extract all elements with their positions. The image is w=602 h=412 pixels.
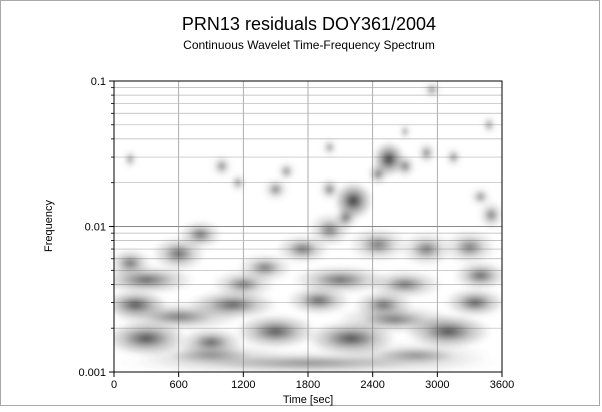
spectrum-blob <box>276 160 297 182</box>
spectrum-blob <box>291 265 389 295</box>
spectrum-heatmap <box>114 81 502 372</box>
spectrum-blob <box>320 137 339 158</box>
spectrum-blob <box>399 231 454 267</box>
x-tick-label: 3600 <box>490 379 514 391</box>
y-tick-label: 0.01 <box>85 222 106 234</box>
spectrum-blob <box>422 81 442 99</box>
spectrum-blob <box>178 327 244 357</box>
spectrum-blob <box>453 261 502 291</box>
x-tick-label: 0 <box>111 379 117 391</box>
spectrum-blob <box>333 206 358 230</box>
spectrum-blob <box>398 122 412 141</box>
spectrum-blob <box>347 227 409 263</box>
spectrum-blob <box>416 141 437 165</box>
spectrum-blob <box>234 313 317 349</box>
spectrum-blob <box>262 177 289 201</box>
y-tick-label: 0.001 <box>78 367 106 379</box>
spectrum-blob <box>442 229 497 265</box>
spectrum-blob <box>114 290 168 320</box>
spectrum-blob <box>444 288 502 318</box>
x-tick-label: 3000 <box>425 379 449 391</box>
spectrum-blob <box>367 269 443 299</box>
x-tick-label: 1800 <box>296 379 320 391</box>
spectrum-blob <box>394 154 416 178</box>
spectrum-blob <box>122 149 138 170</box>
y-tick-label: 0.1 <box>91 76 106 88</box>
spectrum-blob <box>478 200 502 230</box>
spectrum-blob <box>178 220 222 250</box>
spectrum-blob <box>236 253 293 283</box>
spectrum-blob <box>367 162 389 186</box>
spectrum-blob <box>481 114 497 135</box>
chart-subtitle: Continuous Wavelet Time-Frequency Spectr… <box>183 38 435 52</box>
spectrum-blob <box>211 154 233 178</box>
x-axis-label: Time [sec] <box>283 394 333 406</box>
spectrum-blob <box>114 248 152 278</box>
y-axis-label: Frequency <box>43 200 55 252</box>
x-tick-label: 600 <box>169 379 187 391</box>
spectrum-blob <box>469 186 492 207</box>
spectrum-blob <box>229 172 247 193</box>
spectrum-blob <box>444 146 463 168</box>
chart-title: PRN13 residuals DOY361/2004 <box>182 14 436 34</box>
spectrum-blob <box>318 177 341 201</box>
x-tick-label: 1200 <box>231 379 255 391</box>
axis-ticks: 0 600 1200 1800 2400 3000 3600 0.001 0.01 0.1 <box>78 76 514 391</box>
x-tick-label: 2400 <box>360 379 384 391</box>
